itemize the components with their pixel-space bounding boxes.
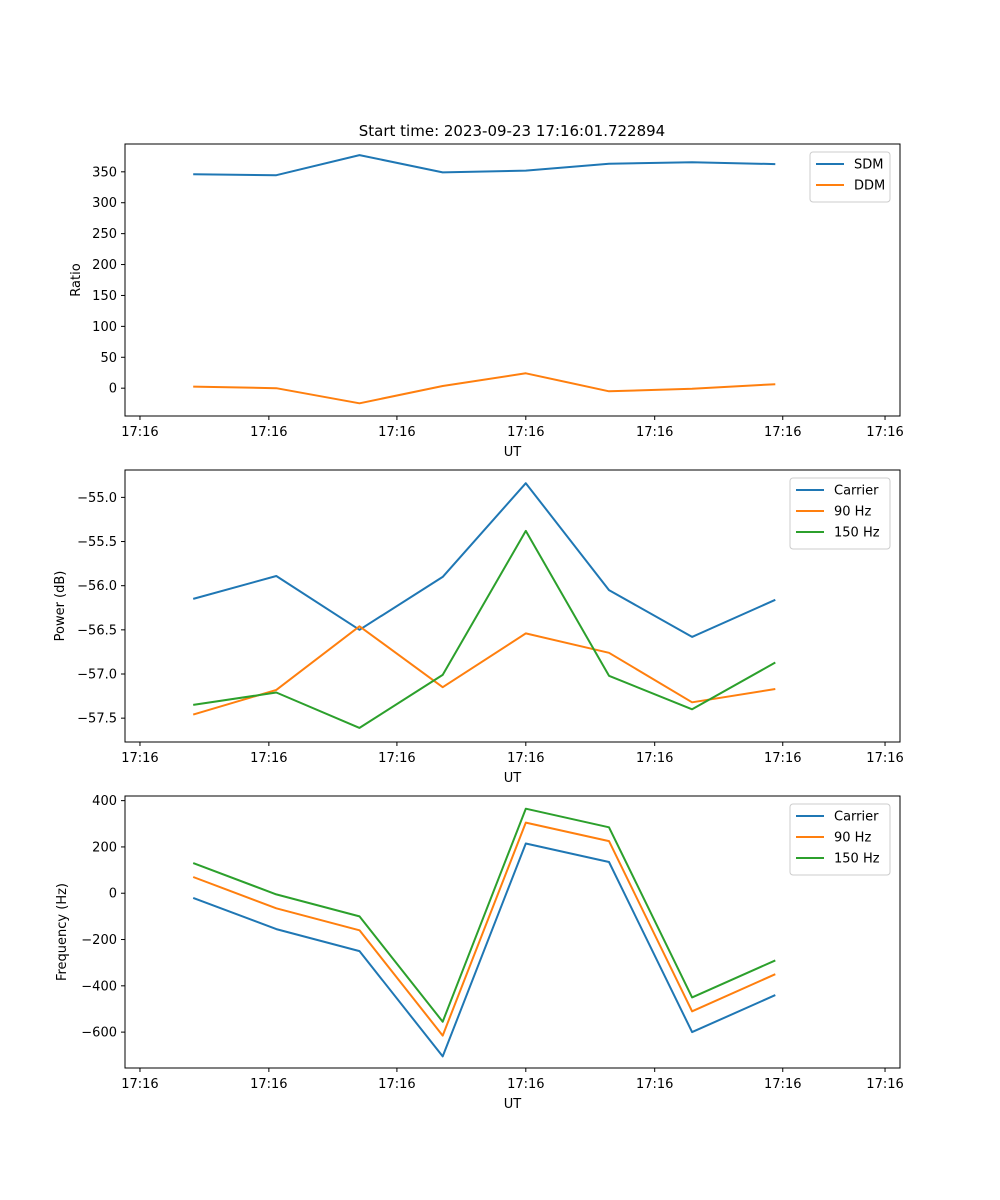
axes-frame xyxy=(124,469,901,743)
series-line-ddm xyxy=(193,372,776,405)
x-axis-label: UT xyxy=(504,771,522,786)
legend-label: 150 Hz xyxy=(834,852,880,867)
series-line-sdm xyxy=(193,154,776,177)
legend-label: SDM xyxy=(854,158,883,173)
legend-label: Carrier xyxy=(834,810,879,825)
x-tick-label: 17:16 xyxy=(764,751,801,766)
x-tick-label: 17:16 xyxy=(250,1077,287,1092)
x-axis-label: UT xyxy=(504,1097,522,1112)
y-tick-label: 50 xyxy=(100,351,117,366)
x-tick-label: 17:16 xyxy=(121,425,158,440)
y-axis-label: Frequency (Hz) xyxy=(55,883,70,981)
legend-label: DDM xyxy=(854,179,885,194)
y-tick-label: 0 xyxy=(109,382,117,397)
x-tick-label: 17:16 xyxy=(507,751,544,766)
x-tick-label: 17:16 xyxy=(121,1077,158,1092)
x-tick-label: 17:16 xyxy=(866,425,903,440)
x-tick-label: 17:16 xyxy=(250,751,287,766)
series-line-carrier xyxy=(192,482,776,638)
x-tick-label: 17:16 xyxy=(636,1077,673,1092)
y-tick-label: 200 xyxy=(92,258,117,273)
x-axis-label: UT xyxy=(504,445,522,460)
legend-label: 90 Hz xyxy=(834,831,871,846)
x-tick-label: 17:16 xyxy=(764,1077,801,1092)
y-tick-label: −400 xyxy=(81,979,117,994)
y-tick-label: −57.0 xyxy=(77,668,117,683)
y-tick-label: −55.5 xyxy=(77,535,117,550)
series-line-150-hz xyxy=(193,529,776,729)
x-tick-label: 17:16 xyxy=(866,751,903,766)
chart-panel-3: 17:16 17:16 17:16 17:16 17:16 17:16 17:16 −600 −… xyxy=(55,794,904,1112)
series-line-carrier xyxy=(192,842,776,1058)
series-line-150-hz xyxy=(192,807,776,1023)
legend-label: Carrier xyxy=(834,484,879,499)
x-tick-label: 17:16 xyxy=(636,425,673,440)
y-tick-label: 300 xyxy=(92,196,117,211)
chart-panel-1: 17:16 17:16 17:16 17:16 17:16 17:16 17:16 0 50 10… xyxy=(69,143,904,460)
x-tick-label: 17:16 xyxy=(250,425,287,440)
axes-frame xyxy=(124,795,901,1069)
series-line-90-hz xyxy=(192,625,776,716)
y-tick-label: −56.0 xyxy=(77,579,117,594)
x-tick-label: 17:16 xyxy=(378,1077,415,1092)
x-tick-label: 17:16 xyxy=(378,425,415,440)
legend-label: 150 Hz xyxy=(834,526,880,541)
y-tick-label: −200 xyxy=(81,933,117,948)
x-tick-label: 17:16 xyxy=(866,1077,903,1092)
y-axis-label: Power (dB) xyxy=(53,571,68,642)
x-tick-label: 17:16 xyxy=(378,751,415,766)
x-tick-label: 17:16 xyxy=(507,425,544,440)
y-tick-label: −57.5 xyxy=(77,712,117,727)
x-tick-label: 17:16 xyxy=(507,1077,544,1092)
legend-label: 90 Hz xyxy=(834,505,871,520)
chart-panel-2: 17:16 17:16 17:16 17:16 17:16 17:16 17:16 −57.5… xyxy=(53,469,904,786)
y-tick-label: −600 xyxy=(81,1026,117,1041)
y-tick-label: 250 xyxy=(92,227,117,242)
x-tick-label: 17:16 xyxy=(764,425,801,440)
y-tick-label: 200 xyxy=(92,840,117,855)
y-axis-label: Ratio xyxy=(69,263,84,296)
series-line-90-hz xyxy=(192,821,776,1037)
y-tick-label: −56.5 xyxy=(77,623,117,638)
figure-title: Start time: 2023-09-23 17:16:01.722894 xyxy=(359,122,665,140)
y-tick-label: 100 xyxy=(92,320,117,335)
y-tick-label: 350 xyxy=(92,165,117,180)
y-tick-label: 0 xyxy=(109,887,117,902)
y-tick-label: 150 xyxy=(92,289,117,304)
axes-frame xyxy=(124,143,901,417)
x-tick-label: 17:16 xyxy=(636,751,673,766)
x-tick-label: 17:16 xyxy=(121,751,158,766)
y-tick-label: −55.0 xyxy=(77,491,117,506)
y-tick-label: 400 xyxy=(92,794,117,809)
